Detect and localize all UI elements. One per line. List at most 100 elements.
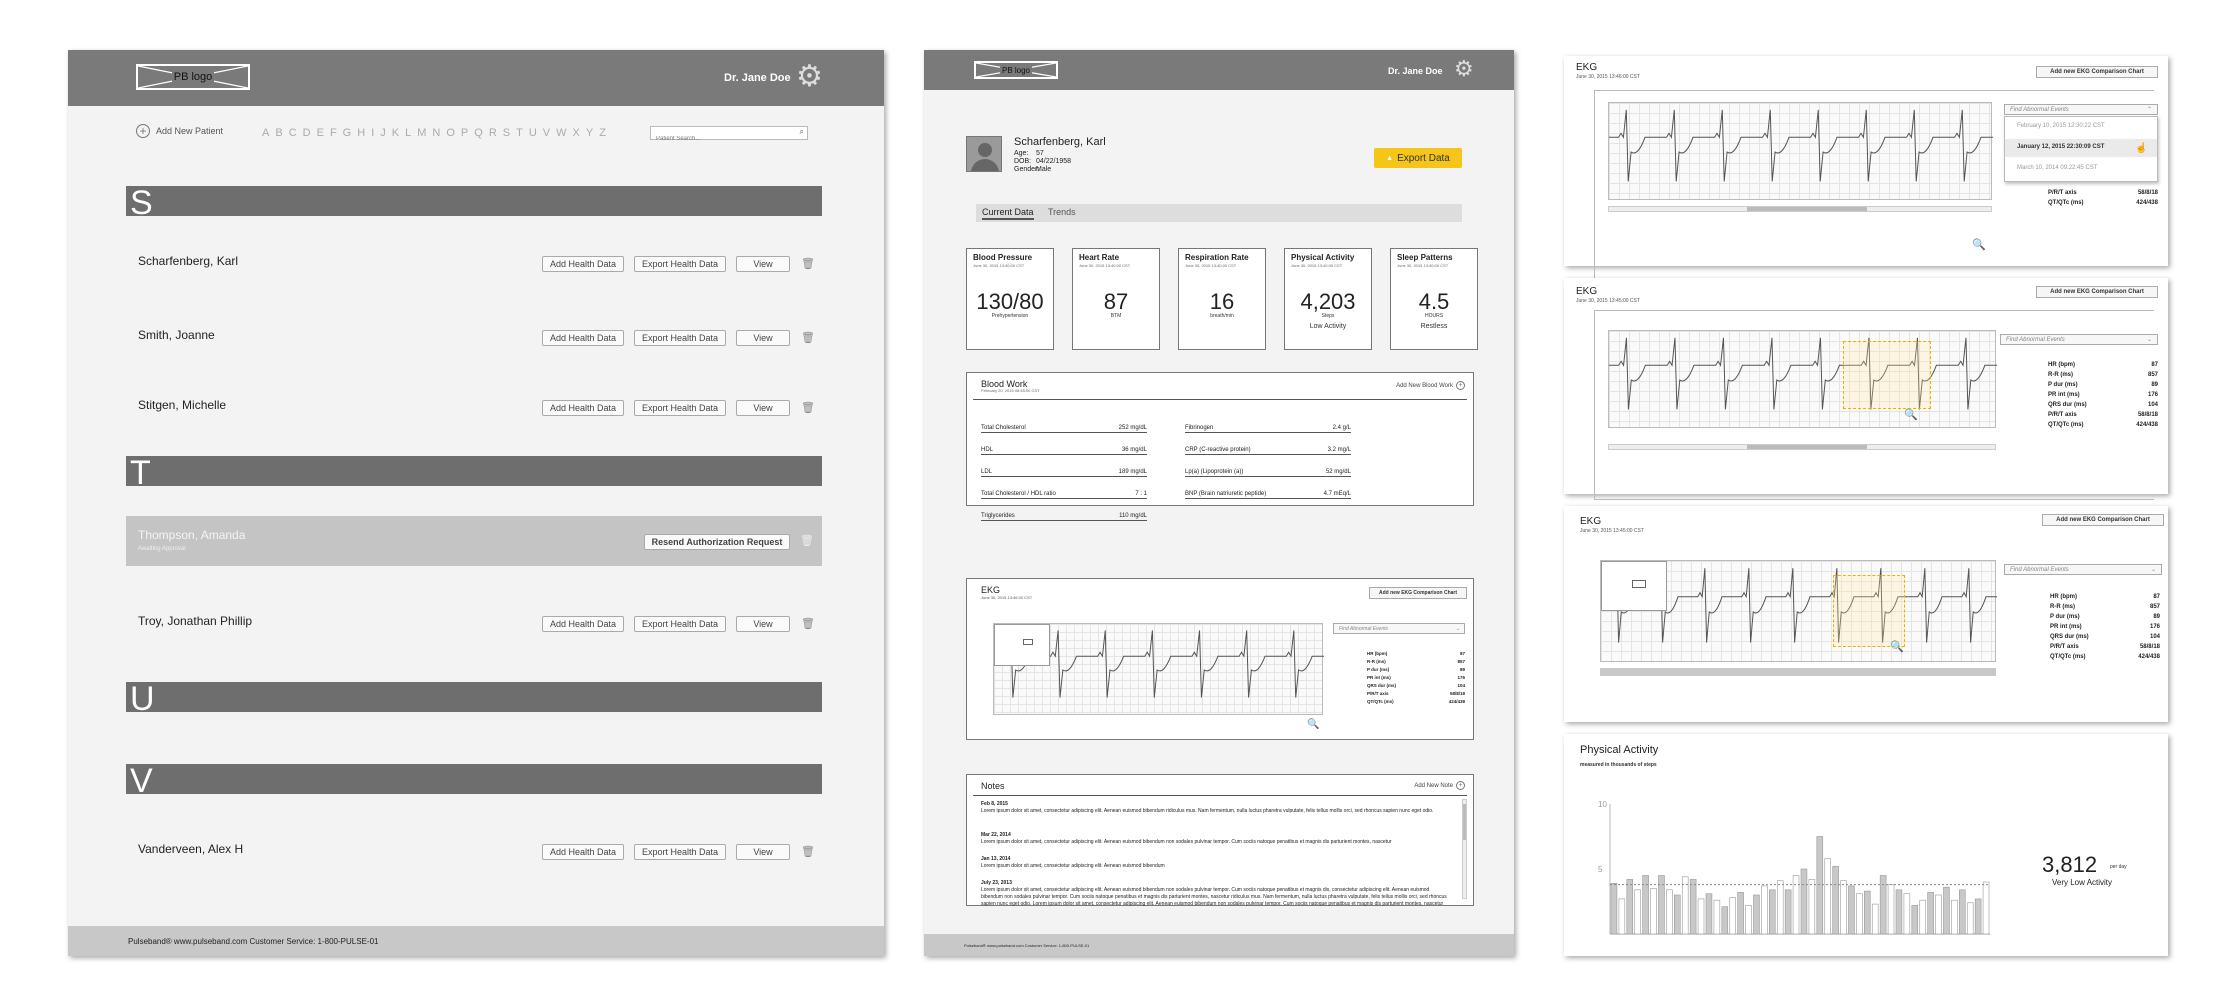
vital-card[interactable]: Physical Activity June 30, 2015 13:40:00 … <box>1284 248 1372 350</box>
tab-trends[interactable]: Trends <box>1048 207 1076 217</box>
alphabet-letter[interactable]: X <box>572 127 581 139</box>
activity-bar[interactable] <box>1856 893 1863 935</box>
alphabet-letter[interactable]: G <box>342 127 353 139</box>
activity-bar[interactable] <box>1626 879 1634 935</box>
alphabet-letter[interactable]: H <box>357 127 367 139</box>
alphabet-letter[interactable]: V <box>542 127 552 139</box>
alphabet-letter[interactable]: Z <box>599 127 607 139</box>
activity-bar[interactable] <box>1792 875 1800 935</box>
patient-name[interactable]: Smith, Joanne <box>138 328 215 342</box>
add-new-patient-button[interactable]: + Add New Patient <box>136 124 223 138</box>
trash-icon[interactable]: 🗑 <box>801 332 815 344</box>
alphabet-letter[interactable]: O <box>446 127 456 139</box>
alphabet-letter[interactable]: K <box>391 127 401 139</box>
export-health-data-button[interactable]: Export Health Data <box>634 400 726 416</box>
alphabet-letter[interactable]: L <box>405 127 413 139</box>
view-button[interactable]: View <box>736 844 790 860</box>
doctor-name[interactable]: Dr. Jane Doe <box>724 72 791 84</box>
view-button[interactable]: View <box>736 330 790 346</box>
export-health-data-button[interactable]: Export Health Data <box>634 256 726 272</box>
alphabet-letter[interactable]: F <box>329 127 338 139</box>
trash-icon[interactable]: 🗑 <box>801 402 815 414</box>
activity-bar[interactable] <box>1808 879 1816 935</box>
doctor-name[interactable]: Dr. Jane Doe <box>1388 66 1443 76</box>
activity-bar[interactable] <box>1729 897 1736 935</box>
export-health-data-button[interactable]: Export Health Data <box>634 616 726 632</box>
logo[interactable]: PB logo <box>974 61 1058 79</box>
view-button[interactable]: View <box>736 616 790 632</box>
activity-bar[interactable] <box>1919 899 1926 935</box>
zoom-icon[interactable]: 🔍 <box>1890 641 1904 653</box>
ekg-scrollbar[interactable] <box>1608 444 1996 450</box>
activity-bar[interactable] <box>1974 898 1982 935</box>
search-icon[interactable]: ⌕ <box>799 127 804 136</box>
activity-bar[interactable] <box>1776 880 1784 935</box>
trash-icon[interactable]: 🗑 <box>801 846 815 858</box>
add-ekg-comparison-button[interactable]: Add new EKG Comparison Chart <box>1369 587 1467 599</box>
alphabet-letter[interactable]: Y <box>585 127 595 139</box>
minimap-viewport[interactable] <box>1632 580 1646 588</box>
activity-bar[interactable] <box>1658 875 1665 935</box>
export-data-button[interactable]: ▲ Export Data <box>1374 148 1462 168</box>
add-blood-work-button[interactable]: Add New Blood Work + <box>1396 381 1465 390</box>
activity-bar[interactable] <box>1650 888 1657 935</box>
add-ekg-comparison-button[interactable]: Add new EKG Comparison Chart <box>2036 66 2158 78</box>
patient-search-input[interactable] <box>651 133 791 145</box>
notes-scrollbar[interactable] <box>1462 799 1467 899</box>
activity-bar[interactable] <box>1745 905 1752 935</box>
alphabet-letter[interactable]: W <box>556 127 568 139</box>
activity-bar[interactable] <box>1681 876 1689 935</box>
activity-bar[interactable] <box>1951 899 1958 935</box>
add-health-data-button[interactable]: Add Health Data <box>542 330 624 346</box>
ekg-chart[interactable] <box>993 623 1324 715</box>
add-health-data-button[interactable]: Add Health Data <box>542 256 624 272</box>
zoom-icon[interactable]: 🔍 <box>1972 239 1986 251</box>
activity-bar[interactable] <box>1903 893 1911 935</box>
minimap-viewport[interactable] <box>1023 639 1033 645</box>
trash-icon[interactable]: 🗑 <box>801 258 815 270</box>
ekg-chart[interactable] <box>1600 560 1997 662</box>
activity-bar[interactable] <box>1871 903 1879 935</box>
patient-name[interactable]: Scharfenberg, Karl <box>138 254 239 268</box>
alphabet-letter[interactable]: J <box>380 127 387 139</box>
activity-bar[interactable] <box>1705 893 1713 935</box>
activity-bar[interactable] <box>1824 858 1831 935</box>
find-abnormal-events-dropdown[interactable]: Find Abnormal Events ⌃ <box>2004 104 2158 115</box>
logo[interactable]: PB logo <box>136 64 250 90</box>
event-option[interactable]: February 10, 2015 12:30:22 CST <box>2017 123 2105 129</box>
export-health-data-button[interactable]: Export Health Data <box>634 844 726 860</box>
ekg-chart[interactable] <box>1608 102 1993 200</box>
activity-bar[interactable] <box>1721 906 1729 935</box>
alphabet-letter[interactable]: A <box>262 127 271 139</box>
view-button[interactable]: View <box>736 400 790 416</box>
activity-bar[interactable] <box>1927 892 1934 935</box>
gear-icon[interactable]: ⚙ <box>1454 56 1474 81</box>
trash-icon[interactable]: 🗑 <box>801 618 815 630</box>
vital-card[interactable]: Sleep Patterns June 30, 2015 13:40:00 CST… <box>1390 248 1478 350</box>
activity-bar[interactable] <box>1634 889 1641 935</box>
patient-name[interactable]: Vanderveen, Alex H <box>138 842 244 856</box>
add-health-data-button[interactable]: Add Health Data <box>542 844 624 860</box>
activity-bar[interactable] <box>1832 866 1839 935</box>
comparison-highlight[interactable] <box>1833 575 1905 647</box>
activity-bar[interactable] <box>1935 894 1942 935</box>
add-note-button[interactable]: Add New Note + <box>1414 781 1465 790</box>
ekg-minimap[interactable] <box>1601 561 1667 611</box>
activity-bar[interactable] <box>1753 894 1760 935</box>
activity-bar[interactable] <box>1618 898 1626 935</box>
alphabet-letter[interactable]: U <box>528 127 538 139</box>
alphabet-letter[interactable]: C <box>288 127 298 139</box>
activity-bar[interactable] <box>1966 902 1974 935</box>
alphabet-letter[interactable]: T <box>516 127 524 139</box>
add-ekg-comparison-button[interactable]: Add new EKG Comparison Chart <box>2042 514 2164 526</box>
zoom-icon[interactable]: 🔍 <box>1307 719 1320 730</box>
ekg-scrollbar[interactable] <box>1608 206 1992 212</box>
view-button[interactable]: View <box>736 256 790 272</box>
activity-bar-chart[interactable]: 5 10 <box>1570 784 2010 944</box>
trash-icon[interactable]: 🗑 <box>800 535 814 547</box>
patient-name[interactable]: Stitgen, Michelle <box>138 398 227 412</box>
activity-bar[interactable] <box>1761 885 1768 935</box>
comparison-highlight[interactable] <box>1843 341 1931 409</box>
alphabet-letter[interactable]: D <box>302 127 312 139</box>
activity-bar[interactable] <box>1982 881 1990 935</box>
